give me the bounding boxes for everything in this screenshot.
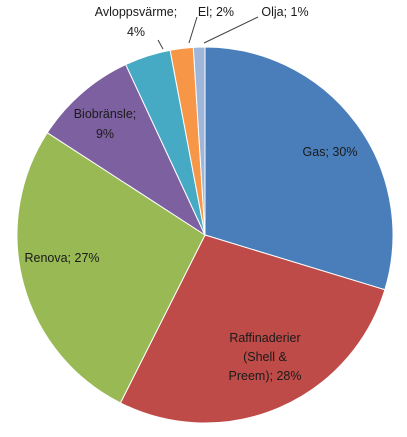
pie-slices <box>16 46 394 424</box>
data-label-renova: Renova; 27% <box>24 251 99 265</box>
leader-line-avloppsvarme <box>157 39 164 50</box>
label-leader-lines <box>157 16 259 50</box>
pie-data-labels: Gas; 30% Raffinaderier (Shell & Preem); 28%… <box>24 5 357 383</box>
pie-slice-gas <box>204 46 394 291</box>
pie-slice-renova <box>16 131 206 404</box>
data-label-avloppsvarme: Avloppsvärme; 4% <box>95 5 177 39</box>
pie-slice-raffinaderier-shell-preem <box>119 234 386 424</box>
data-label-olja: Olja; 1% <box>261 5 308 19</box>
data-label-el: El; 2% <box>198 5 234 19</box>
leader-line-olja <box>203 16 259 44</box>
data-label-gas: Gas; 30% <box>303 145 358 159</box>
data-label-biobransle: Biobränsle; 9% <box>74 107 137 141</box>
leader-line-el <box>188 16 198 44</box>
pie-slice-biobransle <box>46 63 207 237</box>
data-label-raffinaderier-shell-preem: Raffinaderier (Shell & Preem); 28% <box>229 331 302 383</box>
pie-slice-olja <box>192 46 206 236</box>
